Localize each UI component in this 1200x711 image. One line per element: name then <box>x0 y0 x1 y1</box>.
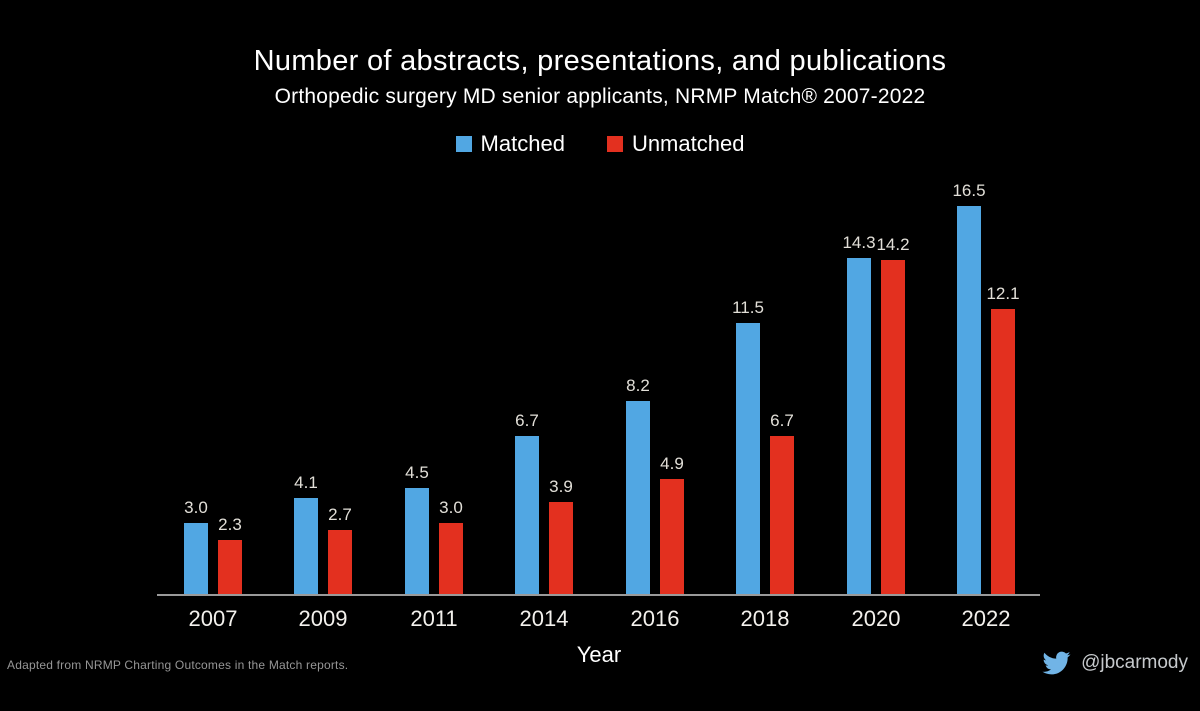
bar-matched-2009 <box>294 498 318 594</box>
legend-item-unmatched: Unmatched <box>606 131 745 157</box>
value-label-matched-2020: 14.3 <box>842 233 876 252</box>
x-tick-2020: 2020 <box>851 606 901 631</box>
value-label-unmatched-2022: 12.1 <box>986 284 1020 303</box>
legend-item-matched: Matched <box>455 131 565 157</box>
twitter-handle: @jbcarmody <box>1081 652 1188 673</box>
bar-matched-2022 <box>957 206 981 594</box>
value-label-matched-2022: 16.5 <box>952 181 986 200</box>
value-label-unmatched-2016: 4.9 <box>660 454 684 473</box>
x-tick-2009: 2009 <box>298 606 348 631</box>
value-label-matched-2016: 8.2 <box>626 376 650 395</box>
bar-matched-2020 <box>847 258 871 594</box>
bar-unmatched-2014 <box>549 502 573 594</box>
legend-label-unmatched: Unmatched <box>631 131 745 156</box>
x-axis-title: Year <box>576 642 622 667</box>
value-label-matched-2009: 4.1 <box>294 473 318 492</box>
bar-unmatched-2009 <box>328 530 352 594</box>
value-label-unmatched-2009: 2.7 <box>328 505 352 524</box>
x-tick-2022: 2022 <box>961 606 1011 631</box>
value-label-matched-2014: 6.7 <box>515 411 539 430</box>
chart-title: Number of abstracts, presentations, and … <box>253 45 947 77</box>
x-tick-2007: 2007 <box>188 606 238 631</box>
bar-unmatched-2022 <box>991 309 1015 594</box>
unmatched-swatch-icon <box>606 136 623 152</box>
matched-swatch-icon <box>455 136 472 152</box>
value-label-unmatched-2020: 14.2 <box>876 235 910 254</box>
x-tick-2011: 2011 <box>410 606 458 631</box>
source-note: Adapted from NRMP Charting Outcomes in t… <box>7 658 349 672</box>
bar-unmatched-2016 <box>660 479 684 594</box>
bar-matched-2007 <box>184 523 208 594</box>
x-tick-2016: 2016 <box>630 606 680 631</box>
legend: Matched Unmatched <box>0 131 1200 157</box>
value-label-unmatched-2018: 6.7 <box>770 411 794 430</box>
value-label-matched-2018: 11.5 <box>732 298 764 317</box>
bar-unmatched-2011 <box>439 523 463 594</box>
bar-unmatched-2007 <box>218 540 242 594</box>
bar-matched-2011 <box>405 488 429 594</box>
x-tick-2018: 2018 <box>740 606 790 631</box>
bar-matched-2014 <box>515 436 539 594</box>
value-label-unmatched-2011: 3.0 <box>439 498 463 517</box>
x-tick-2014: 2014 <box>519 606 569 631</box>
bar-unmatched-2020 <box>881 260 905 594</box>
twitter-attribution: @jbcarmody <box>1040 649 1188 677</box>
bar-matched-2016 <box>626 401 650 594</box>
chart-subtitle: Orthopedic surgery MD senior applicants,… <box>274 85 926 108</box>
twitter-bird-icon <box>1042 651 1071 675</box>
value-label-unmatched-2007: 2.3 <box>218 515 242 534</box>
x-axis-line <box>157 594 1040 596</box>
bar-matched-2018 <box>736 323 760 594</box>
legend-label-matched: Matched <box>480 131 565 156</box>
value-label-matched-2011: 4.5 <box>405 463 429 482</box>
value-label-unmatched-2014: 3.9 <box>549 477 573 496</box>
bar-unmatched-2018 <box>770 436 794 594</box>
value-label-matched-2007: 3.0 <box>184 498 208 517</box>
